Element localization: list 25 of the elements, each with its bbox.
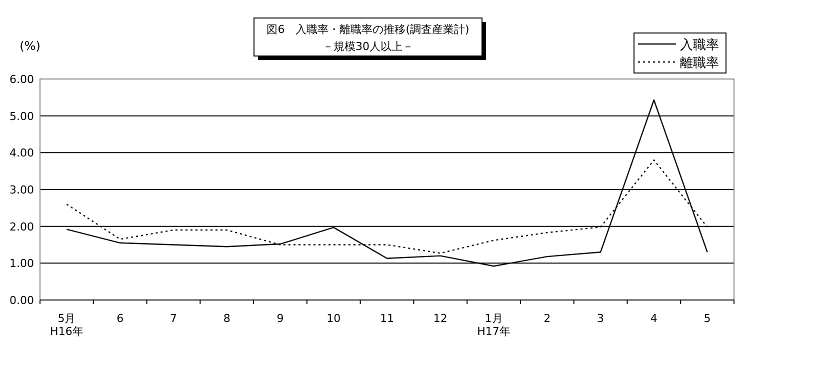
x-tick-label: 4 [650,312,658,325]
y-tick-label: 1.00 [10,257,34,270]
legend-label: 入職率 [680,37,719,53]
legend-label: 離職率 [680,55,719,71]
y-tick-label: 2.00 [10,220,34,234]
y-axis-title: (%) [20,39,40,53]
x-tick-label: 6 [116,312,124,325]
x-tick-label: 9 [276,312,284,325]
x-tick-label: 10 [326,312,341,325]
y-tick-label: 5.00 [10,110,34,123]
chart-title: 図6 入職率・離職率の推移(調査産業計) [266,23,470,36]
x-tick-label: 12 [433,312,448,325]
x-tick-label: 2 [544,312,551,325]
y-tick-label: 4.00 [10,146,34,160]
x-tick-label: 5月 H16年 [50,312,84,338]
y-tick-label: 0.00 [10,294,34,307]
x-tick-label: 8 [223,312,230,325]
y-tick-label: 3.00 [10,184,34,196]
x-tick-label: 11 [380,312,394,325]
x-tick-label: 7 [170,312,177,325]
x-tick-label: 5 [704,312,711,325]
y-tick-label: 6.00 [10,73,34,86]
x-tick-label: 3 [597,312,604,325]
chart-subtitle: －規模30人以上－ [322,40,414,53]
x-tick-label: 1月 H17年 [477,312,510,338]
